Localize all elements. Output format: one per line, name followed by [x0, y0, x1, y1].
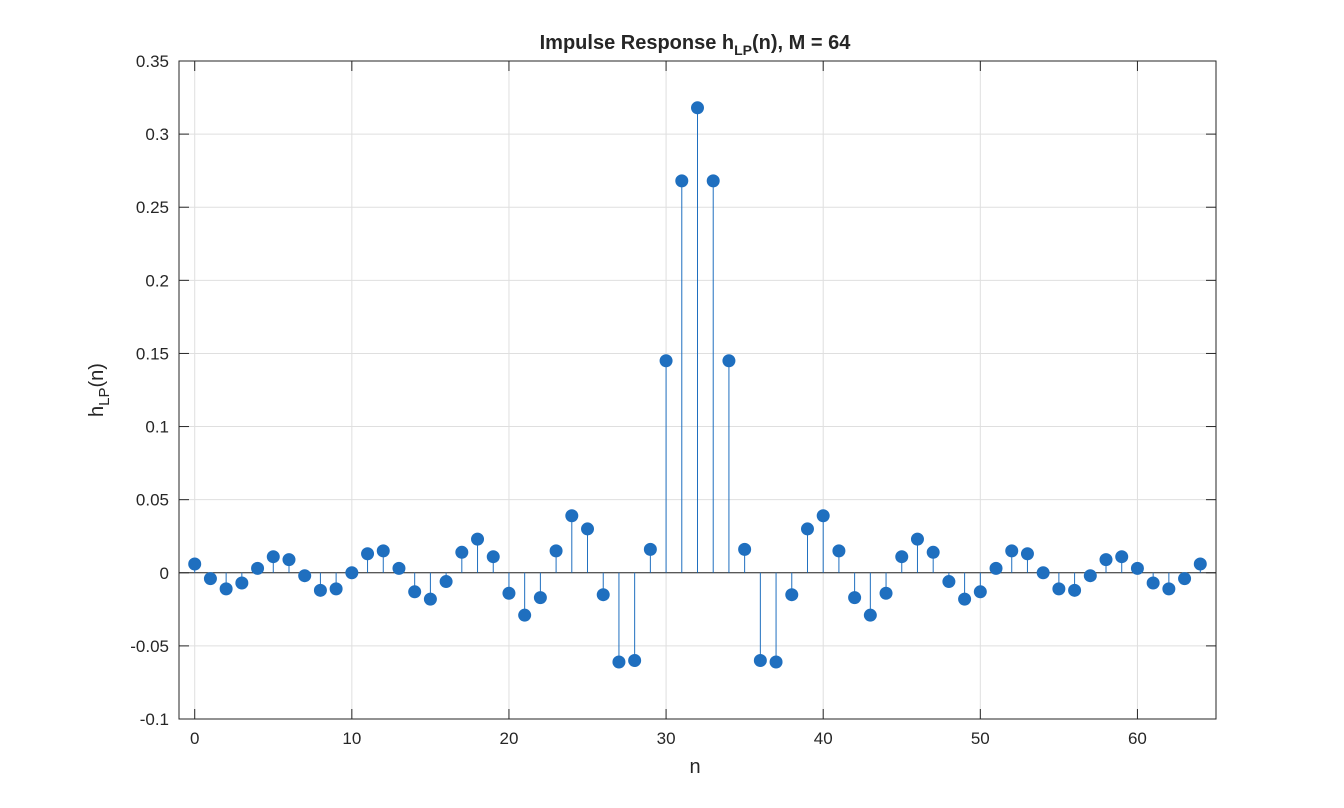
x-tick-label: 0 [190, 729, 199, 748]
stem-marker [203, 572, 217, 586]
stem-marker [800, 522, 814, 536]
stem-marker [439, 575, 453, 589]
stem-marker [282, 553, 296, 567]
stem-marker [628, 654, 642, 668]
stem-marker [361, 547, 375, 561]
stem-marker [455, 545, 469, 559]
axes-box [178, 60, 1217, 720]
stem-marker [863, 608, 877, 622]
stem-marker [675, 174, 689, 188]
stem-marker [895, 550, 909, 564]
x-tick-labels: 0 10 20 30 40 50 60 [190, 729, 1147, 748]
stem-marker [408, 585, 422, 599]
chart-title: Impulse Response hLP(n), M = 64 [540, 32, 852, 58]
stem-marker [769, 655, 783, 669]
stem-marker [423, 592, 437, 606]
stem-marker [565, 509, 579, 523]
stem-marker [533, 591, 547, 605]
stem-marker [376, 544, 390, 558]
stem-marker [518, 608, 532, 622]
x-tick-label: 20 [499, 729, 518, 748]
x-tick-label: 50 [971, 729, 990, 748]
stem-marker [329, 582, 343, 596]
stem-marker [832, 544, 846, 558]
stem-marker [596, 588, 610, 602]
stem-marker [188, 557, 202, 571]
y-axis-label-subscript: LP [96, 387, 113, 405]
stem-marker [879, 586, 893, 600]
y-tick-label: -0.05 [130, 637, 169, 656]
y-tick-label: 0.1 [145, 418, 169, 437]
chart-title-subscript: LP [734, 42, 752, 58]
y-tick-label: 0.3 [145, 125, 169, 144]
stem-marker [706, 174, 720, 188]
x-tick-label: 30 [657, 729, 676, 748]
ticks [179, 60, 1216, 720]
stem-marker [1068, 583, 1082, 597]
stem-marker [266, 550, 280, 564]
chart-title-main: Impulse Response h [540, 32, 735, 54]
stem-marker [549, 544, 563, 558]
x-tick-label: 60 [1128, 729, 1147, 748]
stem-marker [251, 561, 265, 575]
stem-marker [1083, 569, 1097, 583]
stem-marker [1178, 572, 1192, 586]
y-axis-label-main: h [86, 406, 108, 417]
y-tick-label: -0.1 [140, 710, 169, 729]
stem-marker [659, 354, 673, 368]
stem-marker [1036, 566, 1050, 580]
stem-marker [1020, 547, 1034, 561]
stem-marker [581, 522, 595, 536]
y-tick-label: 0 [160, 564, 169, 583]
x-tick-label: 40 [814, 729, 833, 748]
x-tick-label: 10 [342, 729, 361, 748]
stem-marker [738, 542, 752, 556]
chart-title-rest: (n), M = 64 [752, 32, 851, 54]
stem-marker [235, 576, 249, 590]
stem-marker [486, 550, 500, 564]
stem-marker [1005, 544, 1019, 558]
stem-marker [989, 561, 1003, 575]
stem-marker [753, 654, 767, 668]
stem-marker [313, 583, 327, 597]
stem-marker [848, 591, 862, 605]
stem-marker [1115, 550, 1129, 564]
stem-series [188, 101, 1207, 669]
stem-marker [910, 532, 924, 546]
y-axis-label-rest: (n) [86, 363, 108, 387]
stem-marker [298, 569, 312, 583]
stem-marker [219, 582, 233, 596]
x-axis-label: n [689, 756, 700, 778]
stem-marker [1130, 561, 1144, 575]
y-tick-label: 0.15 [136, 344, 169, 363]
stem-marker [973, 585, 987, 599]
stem-marker [958, 592, 972, 606]
stem-marker [722, 354, 736, 368]
stem-marker [1052, 582, 1066, 596]
stem-marker [926, 545, 940, 559]
stem-marker [1146, 576, 1160, 590]
y-tick-label: 0.35 [136, 52, 169, 71]
stem-marker [942, 575, 956, 589]
stem-marker [1099, 553, 1113, 567]
stem-marker [345, 566, 359, 580]
y-tick-label: 0.2 [145, 271, 169, 290]
stem-marker [691, 101, 704, 115]
stem-marker [816, 509, 830, 523]
stem-marker [471, 532, 485, 546]
y-tick-labels: -0.1 -0.05 0 0.05 0.1 0.15 0.2 0.25 0.3 0.35 [130, 52, 169, 729]
stem-marker [1162, 582, 1176, 596]
y-tick-label: 0.05 [136, 491, 169, 510]
stem-marker [785, 588, 799, 602]
stem-marker [502, 586, 516, 600]
stem-marker [392, 561, 406, 575]
stem-marker [643, 542, 657, 556]
stem-marker [612, 655, 626, 669]
y-axis-label: hLP(n) [86, 363, 113, 417]
stem-marker [1193, 557, 1207, 571]
y-tick-label: 0.25 [136, 198, 169, 217]
